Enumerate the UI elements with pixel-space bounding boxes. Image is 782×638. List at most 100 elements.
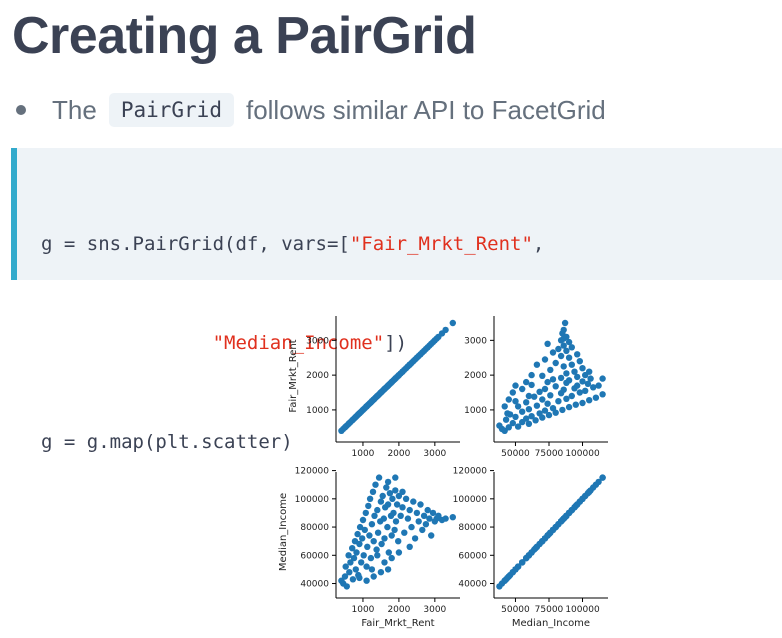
scatter-point	[354, 530, 361, 538]
x-tick-label: 75000	[535, 605, 564, 615]
scatter-point	[560, 363, 567, 370]
scatter-point	[368, 521, 376, 528]
scatter-point	[599, 375, 606, 382]
scatter-point	[377, 389, 385, 396]
scatter-point	[560, 386, 567, 393]
scatter-point	[395, 538, 402, 545]
y-axis-label: Fair_Mrkt_Rent	[288, 339, 299, 412]
scatter-point	[380, 515, 387, 522]
scatter-point	[383, 484, 390, 491]
scatter-point	[533, 361, 541, 368]
scatter-point	[341, 573, 349, 580]
scatter-point	[408, 523, 415, 531]
scatter-point	[374, 529, 382, 536]
scatter-point	[386, 490, 394, 497]
scatter-point	[399, 488, 406, 495]
scatter-point	[415, 518, 422, 525]
scatter-point	[557, 374, 565, 382]
scatter-point	[343, 583, 350, 590]
scatter-point	[536, 410, 543, 417]
scatter-point	[579, 378, 586, 385]
scatter-point	[505, 396, 512, 403]
scatter-point	[371, 512, 378, 519]
scatter-point	[523, 399, 530, 406]
scatter-point	[424, 506, 431, 514]
scatter-point	[574, 382, 581, 389]
scatter-point	[358, 559, 365, 566]
scatter-point	[544, 378, 551, 386]
y-tick-label: 1000	[306, 406, 329, 416]
scatter-point	[599, 391, 606, 398]
scatter-point	[525, 406, 533, 413]
scatter-point	[545, 411, 553, 419]
scatter-point	[544, 532, 551, 539]
scatter-point	[512, 566, 519, 573]
scatter-point	[523, 554, 530, 562]
y-tick-label: 60000	[458, 551, 487, 561]
scatter-point	[568, 361, 575, 368]
scatter-point	[377, 498, 385, 505]
scatter-point	[519, 385, 526, 393]
scatter-point	[406, 543, 413, 550]
scatter-point	[586, 397, 593, 404]
scatter-point	[539, 396, 546, 403]
scatter-point	[392, 487, 399, 494]
scatter-point	[362, 509, 369, 517]
bullet-prefix: The	[52, 94, 97, 125]
scatter-point	[411, 535, 419, 542]
code-token: g = g.map(plt.scatter)	[41, 431, 293, 453]
scatter-point	[552, 383, 559, 390]
scatter-point	[406, 361, 413, 368]
scatter-point	[561, 514, 569, 521]
scatter-point	[552, 359, 559, 367]
scatter-point	[391, 526, 398, 534]
inline-code: PairGrid	[108, 93, 234, 127]
scatter-point	[349, 576, 357, 583]
scatter-point	[413, 509, 421, 517]
scatter-point	[426, 515, 433, 522]
bullet-item: The PairGrid follows similar API to Face…	[12, 90, 606, 130]
scatter-point	[525, 420, 533, 427]
scatter-point	[388, 554, 395, 562]
scatter-point	[595, 478, 602, 486]
scatter-point	[560, 342, 567, 349]
scatter-point	[384, 478, 392, 486]
code-line-3: g = g.map(plt.scatter)	[41, 426, 782, 459]
scatter-point	[356, 574, 363, 582]
scatter-point	[505, 424, 512, 431]
scatter-point	[402, 495, 410, 502]
x-tick-label: 50000	[501, 449, 530, 459]
bullet-suffix: follows similar API to FacetGrid	[245, 94, 606, 125]
code-token: g = sns.PairGrid(df, vars=[	[41, 233, 350, 255]
scatter-point	[388, 532, 395, 539]
scatter-point	[442, 326, 449, 334]
scatter-point	[595, 382, 602, 389]
scatter-point	[365, 502, 372, 510]
scatter-point	[370, 538, 377, 545]
scatter-point	[392, 518, 400, 525]
scatter-point	[420, 512, 428, 519]
scatter-point	[449, 514, 456, 521]
scatter-point	[410, 498, 417, 505]
scatter-point	[579, 365, 586, 372]
scatter-point	[368, 566, 376, 573]
scatter-point	[384, 523, 391, 531]
scatter-point	[536, 388, 543, 395]
scatter-point	[393, 501, 401, 508]
scatter-point	[349, 545, 356, 552]
y-tick-label: 120000	[453, 467, 488, 477]
scatter-point	[381, 535, 388, 542]
scatter-point	[549, 526, 557, 534]
scatter-point	[353, 549, 360, 556]
y-axis-label: Median_Income	[278, 493, 289, 571]
scatter-point	[523, 415, 530, 422]
scatter-point	[557, 352, 565, 360]
scatter-point	[549, 376, 557, 383]
scatter-point	[374, 506, 381, 514]
scatter-point	[514, 403, 522, 410]
scatter-point	[356, 540, 363, 548]
scatter-point	[532, 417, 539, 424]
scatter-point	[366, 532, 373, 539]
scatter-point	[528, 381, 535, 389]
scatter-point	[541, 385, 549, 393]
